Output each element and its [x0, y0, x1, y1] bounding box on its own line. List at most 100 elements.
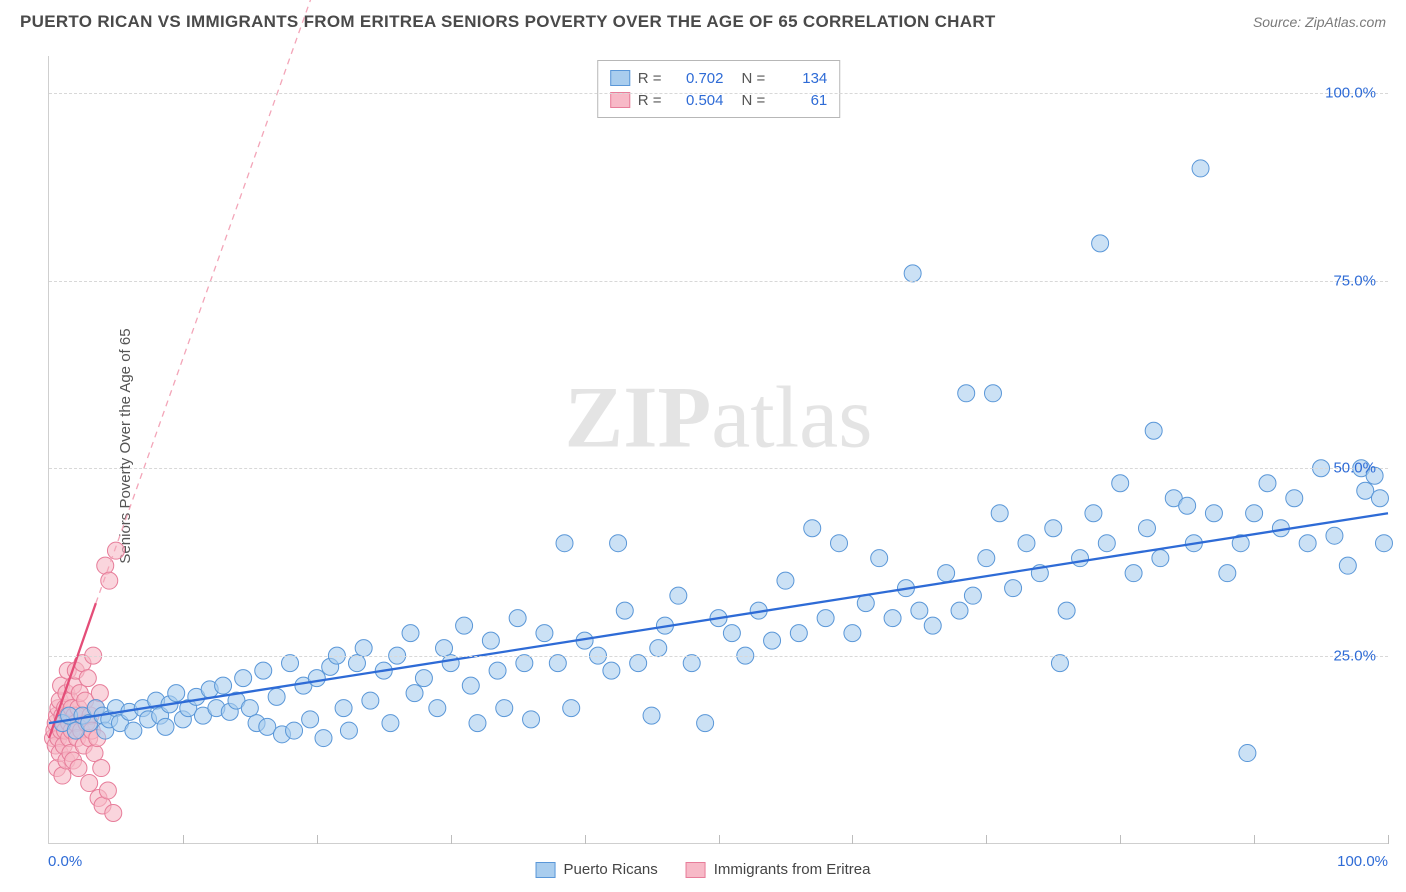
data-point-pink: [70, 760, 87, 777]
x-minor-tick: [1388, 835, 1389, 844]
data-point-blue: [1219, 565, 1236, 582]
data-point-blue: [462, 677, 479, 694]
y-tick-label: 75.0%: [1333, 272, 1376, 289]
data-point-blue: [241, 700, 258, 717]
data-point-pink: [54, 767, 71, 784]
data-point-blue: [650, 640, 667, 657]
data-point-blue: [643, 707, 660, 724]
x-minor-tick: [1120, 835, 1121, 844]
n-label: N =: [742, 70, 766, 87]
x-minor-tick: [183, 835, 184, 844]
data-point-blue: [1326, 527, 1343, 544]
data-point-blue: [489, 662, 506, 679]
data-point-blue: [429, 700, 446, 717]
legend-label: Immigrants from Eritrea: [714, 861, 871, 878]
data-point-blue: [1058, 602, 1075, 619]
data-point-blue: [697, 715, 714, 732]
data-point-blue: [469, 715, 486, 732]
data-point-blue: [282, 655, 299, 672]
data-point-blue: [603, 662, 620, 679]
data-point-blue: [958, 385, 975, 402]
data-point-blue: [442, 655, 459, 672]
data-point-blue: [1045, 520, 1062, 537]
data-point-blue: [817, 610, 834, 627]
data-point-blue: [549, 655, 566, 672]
data-point-blue: [938, 565, 955, 582]
legend-label: Puerto Ricans: [564, 861, 658, 878]
y-tick-label: 25.0%: [1333, 647, 1376, 664]
legend-item: Immigrants from Eritrea: [686, 861, 871, 878]
data-point-pink: [105, 805, 122, 822]
data-point-blue: [630, 655, 647, 672]
n-value: 134: [773, 70, 827, 87]
data-point-blue: [1112, 475, 1129, 492]
data-point-blue: [436, 640, 453, 657]
data-point-blue: [286, 722, 303, 739]
data-point-pink: [93, 760, 110, 777]
data-point-blue: [1259, 475, 1276, 492]
legend-swatch: [536, 862, 556, 878]
data-point-blue: [670, 587, 687, 604]
x-axis-min-label: 0.0%: [48, 853, 82, 870]
data-point-pink: [81, 775, 98, 792]
data-point-blue: [402, 625, 419, 642]
series-legend: Puerto Ricans Immigrants from Eritrea: [536, 861, 871, 878]
data-point-blue: [1375, 535, 1392, 552]
data-point-blue: [1098, 535, 1115, 552]
x-axis-max-label: 100.0%: [1337, 853, 1388, 870]
x-minor-tick: [852, 835, 853, 844]
data-point-pink: [79, 670, 96, 687]
x-minor-tick: [585, 835, 586, 844]
data-point-blue: [1051, 655, 1068, 672]
data-point-blue: [523, 711, 540, 728]
data-point-blue: [616, 602, 633, 619]
data-point-blue: [723, 625, 740, 642]
data-point-blue: [348, 655, 365, 672]
data-point-blue: [1299, 535, 1316, 552]
data-point-blue: [924, 617, 941, 634]
data-point-blue: [235, 670, 252, 687]
gridline-h: [49, 281, 1388, 282]
chart-plot-area: ZIPatlas R =0.702N =134R =0.504N =61 25.…: [48, 56, 1388, 844]
data-point-blue: [610, 535, 627, 552]
data-point-blue: [1205, 505, 1222, 522]
data-point-blue: [683, 655, 700, 672]
data-point-blue: [1246, 505, 1263, 522]
data-point-blue: [125, 722, 142, 739]
data-point-blue: [509, 610, 526, 627]
data-point-blue: [1152, 550, 1169, 567]
data-point-blue: [340, 722, 357, 739]
data-point-blue: [1179, 497, 1196, 514]
x-minor-tick: [317, 835, 318, 844]
data-point-blue: [516, 655, 533, 672]
r-value: 0.702: [670, 70, 724, 87]
data-point-blue: [904, 265, 921, 282]
data-point-pink: [107, 542, 124, 559]
data-point-blue: [1339, 557, 1356, 574]
gridline-h: [49, 93, 1388, 94]
y-tick-label: 100.0%: [1325, 85, 1376, 102]
data-point-pink: [91, 685, 108, 702]
data-point-blue: [496, 700, 513, 717]
data-point-blue: [355, 640, 372, 657]
r-label: R =: [638, 70, 662, 87]
data-point-blue: [978, 550, 995, 567]
data-point-blue: [382, 715, 399, 732]
data-point-blue: [302, 711, 319, 728]
data-point-blue: [1145, 422, 1162, 439]
y-tick-label: 50.0%: [1333, 460, 1376, 477]
data-point-blue: [951, 602, 968, 619]
data-point-blue: [308, 670, 325, 687]
x-minor-tick: [986, 835, 987, 844]
legend-item: Puerto Ricans: [536, 861, 658, 878]
chart-title: PUERTO RICAN VS IMMIGRANTS FROM ERITREA …: [20, 12, 996, 32]
scatter-svg: [49, 56, 1388, 843]
data-point-blue: [563, 700, 580, 717]
source-name: ZipAtlas.com: [1305, 14, 1386, 30]
data-point-blue: [857, 595, 874, 612]
gridline-h: [49, 468, 1388, 469]
x-minor-tick: [719, 835, 720, 844]
data-point-blue: [831, 535, 848, 552]
x-minor-tick: [1254, 835, 1255, 844]
data-point-blue: [871, 550, 888, 567]
